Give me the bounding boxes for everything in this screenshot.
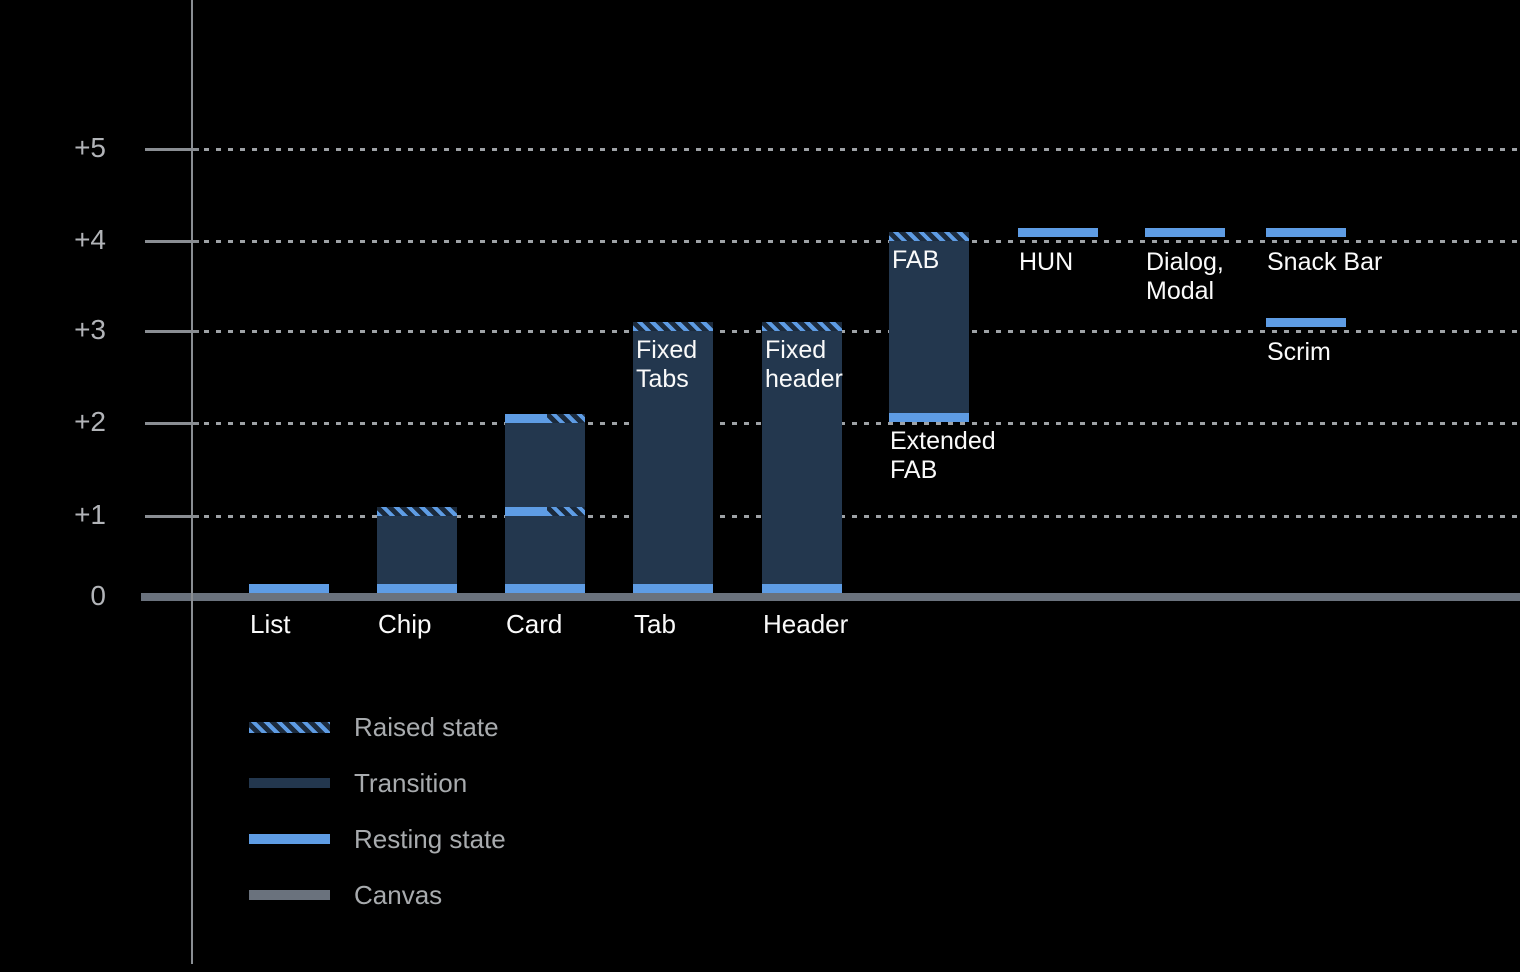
fab-resting-band bbox=[889, 413, 969, 422]
card-resting-band bbox=[505, 584, 585, 593]
card-resting-half bbox=[505, 507, 547, 516]
hun-resting-band bbox=[1018, 228, 1098, 237]
raised-state-swatch-icon bbox=[249, 721, 330, 733]
chip-raised-band bbox=[377, 507, 457, 516]
card-resting-half bbox=[505, 414, 547, 423]
y-axis-line bbox=[191, 0, 193, 964]
snackbar-resting-band bbox=[1266, 228, 1346, 237]
y-axis-label-1: +1 bbox=[74, 499, 106, 530]
canvas-baseline bbox=[141, 593, 1520, 601]
chip-transition-segment bbox=[377, 507, 457, 593]
hun-below-label: HUN bbox=[1019, 248, 1074, 276]
card-raised-half bbox=[546, 507, 585, 516]
chip-label: Chip bbox=[378, 609, 432, 639]
tab-raised-band bbox=[633, 322, 713, 331]
fab-inner-label: FAB bbox=[892, 246, 940, 274]
gridline-level-4 bbox=[192, 240, 1520, 243]
card-raised-half bbox=[546, 414, 585, 423]
tick-level-3 bbox=[145, 330, 199, 333]
card-transition-segment bbox=[505, 414, 585, 593]
tick-level-5 bbox=[145, 148, 199, 151]
header-transition-segment bbox=[762, 322, 842, 593]
tab-transition-segment bbox=[633, 322, 713, 593]
y-axis-label-3: +3 bbox=[74, 314, 106, 345]
legend-label-transition: Transition bbox=[354, 767, 468, 798]
tab-inner-label: Fixed Tabs bbox=[636, 336, 698, 393]
gridline-level-2 bbox=[192, 422, 1520, 425]
tab-resting-band bbox=[633, 584, 713, 593]
legend-item-resting-state: Resting state bbox=[249, 811, 506, 867]
card-label: Card bbox=[506, 609, 563, 639]
scrim-below-label: Scrim bbox=[1267, 338, 1331, 366]
fab-below-label: Extended FAB bbox=[890, 427, 996, 484]
y-axis-label-0: 0 bbox=[90, 580, 106, 611]
gridline-level-3 bbox=[192, 330, 1520, 333]
y-axis-label-4: +4 bbox=[74, 224, 106, 255]
dialog-resting-band bbox=[1145, 228, 1225, 237]
dialog-below-label: Dialog, Modal bbox=[1146, 248, 1224, 305]
tick-level-4 bbox=[145, 240, 199, 243]
gridline-level-5 bbox=[192, 148, 1520, 151]
header-raised-band bbox=[762, 322, 842, 331]
tab-label: Tab bbox=[634, 609, 676, 639]
fab-raised-band bbox=[889, 232, 969, 241]
card-resting-raised-band bbox=[505, 414, 585, 423]
transition-swatch-icon bbox=[249, 778, 330, 788]
gridline-level-1 bbox=[192, 515, 1520, 518]
snackbar-below-label: Snack Bar bbox=[1267, 248, 1383, 276]
list-resting-band bbox=[249, 584, 329, 593]
tick-level-2 bbox=[145, 422, 199, 425]
header-inner-label: Fixed header bbox=[765, 336, 843, 393]
fab-transition-segment bbox=[889, 232, 969, 422]
chip-resting-band bbox=[377, 584, 457, 593]
scrim-resting-band bbox=[1266, 318, 1346, 327]
legend-item-transition: Transition bbox=[249, 755, 506, 811]
header-label: Header bbox=[763, 609, 849, 639]
legend-label-resting-state: Resting state bbox=[354, 823, 506, 854]
legend-label-canvas: Canvas bbox=[354, 879, 443, 910]
legend: Raised state Transition Resting state Ca… bbox=[249, 699, 506, 923]
tick-level-1 bbox=[145, 515, 199, 518]
legend-item-raised-state: Raised state bbox=[249, 699, 506, 755]
legend-item-canvas: Canvas bbox=[249, 867, 506, 923]
y-axis-label-5: +5 bbox=[74, 132, 106, 163]
y-axis-label-2: +2 bbox=[74, 406, 106, 437]
header-resting-band bbox=[762, 584, 842, 593]
canvas-swatch-icon bbox=[249, 890, 330, 900]
legend-label-raised-state: Raised state bbox=[354, 711, 499, 742]
resting-state-swatch-icon bbox=[249, 834, 330, 844]
list-label: List bbox=[250, 609, 291, 639]
card-resting-raised-band bbox=[505, 507, 585, 516]
